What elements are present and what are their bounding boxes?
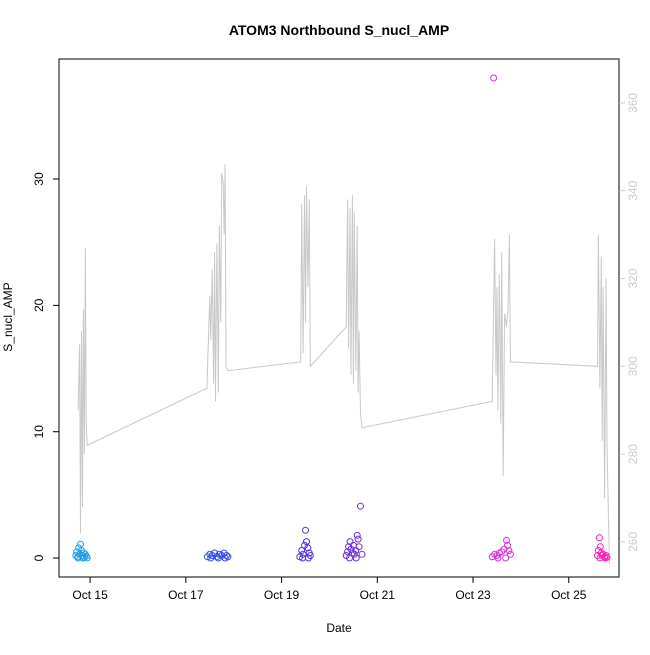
scatter-point — [358, 550, 366, 558]
scatter-point — [83, 554, 91, 562]
scatter-point — [353, 531, 361, 539]
scatter-point — [350, 550, 358, 558]
y-right-tick-label: 260 — [626, 532, 640, 552]
chart-title: ATOM3 Northbound S_nucl_AMP — [229, 22, 449, 38]
x-tick-label: Oct 15 — [72, 588, 108, 602]
scatter-point — [505, 547, 513, 554]
y-left-tick-label: 20 — [32, 298, 46, 312]
scatter-point — [596, 554, 604, 562]
y-right-tick-label: 300 — [626, 356, 640, 376]
secondary-series-line — [77, 164, 610, 564]
scatter-point — [494, 554, 502, 562]
scatter-point — [490, 74, 498, 82]
scatter-point — [79, 554, 87, 562]
scatter-point — [74, 554, 82, 562]
scatter-point — [601, 554, 609, 562]
y-left-tick-label: 30 — [32, 172, 46, 186]
x-tick-label: Oct 19 — [264, 588, 300, 602]
y-right-tick-label: 340 — [626, 180, 640, 200]
scatter-point — [355, 543, 363, 551]
scatter-point — [352, 554, 360, 562]
scatter-point — [357, 502, 364, 510]
x-tick-label: Oct 17 — [168, 588, 204, 602]
y-right-tick-label: 280 — [626, 444, 640, 464]
x-tick-label: Oct 23 — [455, 588, 491, 602]
scatter-point — [214, 554, 222, 562]
x-axis-label: Date — [326, 621, 352, 635]
y-right-tick-label: 360 — [626, 93, 640, 113]
y-right-axis: 260 280 300 320 340 360 — [619, 93, 640, 552]
scatter-point — [304, 544, 312, 552]
y-axis-label: S_nucl_AMP — [1, 282, 15, 351]
x-tick-label: Oct 21 — [360, 588, 396, 602]
x-axis: Oct 15 Oct 17 Oct 19 Oct 21 Oct 23 Oct 25 — [72, 577, 587, 602]
scatter-point — [221, 554, 229, 562]
scatter-point — [595, 534, 603, 542]
y-left-tick-label: 10 — [32, 425, 46, 439]
scatter-point — [502, 554, 510, 562]
scatter-point — [302, 526, 309, 534]
scatter-point — [503, 536, 510, 544]
y-right-tick-label: 320 — [626, 268, 640, 288]
scatter-point — [304, 554, 312, 562]
scatter-point — [207, 554, 215, 562]
scatter-point — [347, 545, 355, 553]
scatter-point — [346, 554, 353, 562]
plot-frame — [58, 58, 620, 578]
y-left-tick-label: 0 — [32, 554, 46, 561]
scatter-point — [211, 549, 219, 557]
scatter-point — [303, 538, 310, 546]
x-tick-label: Oct 25 — [551, 588, 587, 602]
scatter-point — [354, 535, 362, 543]
y-left-axis: 0 10 20 30 — [32, 172, 59, 561]
scatter-points-layer — [72, 74, 611, 562]
scatter-point — [504, 541, 511, 549]
secondary-series-layer — [77, 164, 610, 564]
scatter-point — [506, 550, 514, 558]
